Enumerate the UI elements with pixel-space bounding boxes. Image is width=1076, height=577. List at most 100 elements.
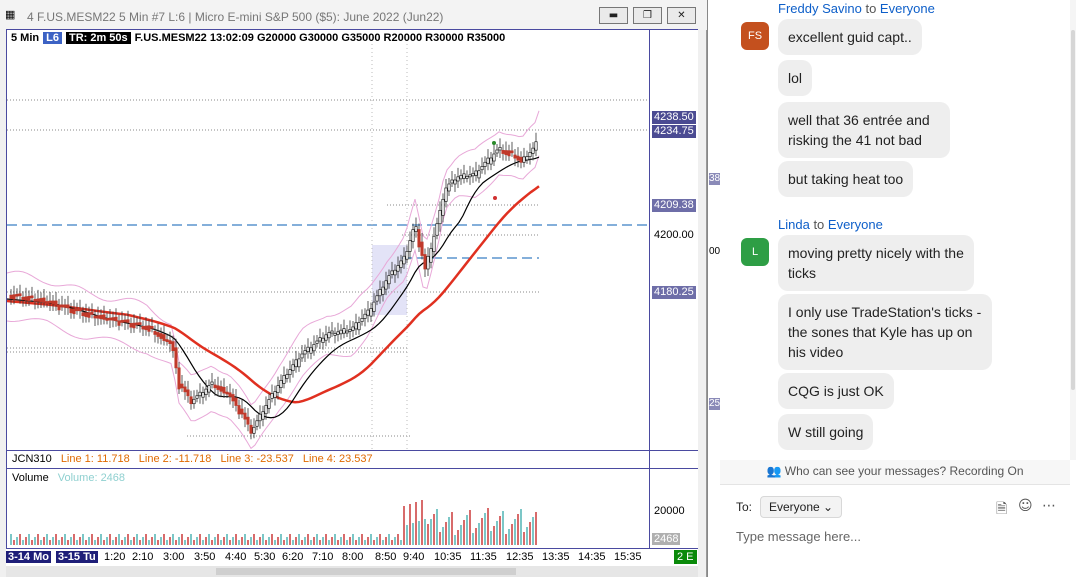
- horizontal-scrollbar[interactable]: [6, 566, 698, 577]
- message-bubble[interactable]: CQG is just OK: [778, 373, 894, 409]
- minimize-button[interactable]: ▬: [599, 7, 628, 24]
- candle: [354, 313, 358, 335]
- candle: [486, 149, 490, 171]
- candle: [360, 309, 364, 326]
- candle: [12, 285, 16, 305]
- message-bubble[interactable]: I only use TradeStation's ticks - the so…: [778, 294, 992, 370]
- chat-scrollbar[interactable]: [1070, 0, 1076, 460]
- candle: [429, 242, 433, 269]
- volume-legend: Volume Volume: 2468: [12, 472, 125, 484]
- volume-bar: [271, 534, 273, 545]
- volume-bar: [421, 500, 423, 545]
- price-chart-canvas[interactable]: [7, 30, 650, 451]
- time-tick: 15:35: [614, 551, 642, 563]
- candle: [18, 284, 22, 304]
- slow-moving-average: [7, 185, 540, 404]
- candle: [219, 380, 223, 398]
- message-bubble[interactable]: lol: [778, 60, 813, 96]
- recipient-dropdown[interactable]: Everyone ⌄: [760, 496, 843, 518]
- volume-bar: [43, 537, 45, 545]
- volume-panel[interactable]: Volume Volume: 2468: [6, 469, 650, 549]
- volume-bar: [253, 534, 255, 545]
- close-button[interactable]: ✕: [667, 7, 696, 24]
- volume-bar: [52, 537, 54, 545]
- candle: [75, 302, 79, 315]
- people-icon: 👥: [766, 464, 782, 478]
- candle: [441, 193, 445, 223]
- more-options-icon[interactable]: ⋯: [1042, 498, 1056, 514]
- sender-recipient[interactable]: Everyone: [827, 217, 883, 232]
- volume-bar: [277, 537, 279, 545]
- volume-bar: [196, 537, 198, 545]
- volume-bar: [85, 540, 87, 545]
- price-chart[interactable]: 5 Min L6 TR: 2m 50s F.US.MESM22 13:02:09…: [6, 29, 650, 451]
- time-tick: 13:35: [542, 551, 570, 563]
- volume-bar: [439, 532, 441, 545]
- message-bubble[interactable]: excellent guid capt..: [778, 19, 922, 55]
- sender-name[interactable]: Freddy Savino: [778, 1, 862, 16]
- volume-bar: [298, 534, 300, 545]
- candle: [510, 141, 514, 157]
- volume-bar: [148, 540, 150, 545]
- message-bubble[interactable]: but taking heat too: [778, 161, 914, 197]
- time-axis[interactable]: 3-14 Mo 3-15 Tu 1:20 2:10 3:00 3:50 4:40 5:30 6:…: [6, 549, 698, 566]
- candle: [120, 311, 124, 327]
- candle: [195, 389, 199, 403]
- volume-bar: [364, 540, 366, 545]
- candle: [438, 201, 442, 232]
- message-bubble[interactable]: W still going: [778, 414, 874, 450]
- volume-bar: [406, 525, 408, 545]
- volume-bar: [295, 537, 297, 545]
- time-tick: 4:40: [225, 551, 247, 563]
- chat-scrollbar-thumb[interactable]: [1071, 30, 1075, 390]
- status-badge: 2 E: [674, 550, 697, 564]
- candle: [531, 142, 535, 161]
- volume-bar: [349, 537, 351, 545]
- message-sender-line: Linda to Everyone: [778, 217, 883, 232]
- interval-label[interactable]: 5 Min: [11, 32, 40, 44]
- background-window-strip: 38 00 25: [707, 0, 721, 577]
- sender-recipient[interactable]: Everyone: [879, 1, 935, 16]
- candle: [45, 295, 49, 308]
- volume-bar: [523, 532, 525, 545]
- signal-marker: [493, 196, 497, 200]
- indicator-panel[interactable]: JCN310 Line 1: 11.718 Line 2: -11.718 Li…: [6, 451, 650, 469]
- candle: [81, 306, 85, 323]
- volume-bar: [154, 534, 156, 545]
- emoji-icon[interactable]: ☺: [1018, 498, 1033, 514]
- candle: [453, 174, 457, 192]
- time-tick: 3:50: [194, 551, 216, 563]
- volume-bar: [397, 534, 399, 545]
- volume-bar: [280, 534, 282, 545]
- candle: [105, 312, 109, 325]
- message-bubble[interactable]: moving pretty nicely with the ticks: [778, 235, 974, 291]
- time-tick: 6:20: [282, 551, 304, 563]
- visibility-notice[interactable]: 👥 Who can see your messages? Recording O…: [720, 460, 1070, 484]
- volume-bar: [199, 534, 201, 545]
- sender-name[interactable]: Linda: [778, 217, 810, 232]
- indicator-line1: Line 1: 11.718: [60, 453, 130, 465]
- window-titlebar[interactable]: ▦ 4 F.US.MESM22 5 Min #7 L:6 | Micro E-m…: [0, 0, 707, 30]
- volume-bar: [238, 540, 240, 545]
- scrollbar-thumb[interactable]: [216, 568, 516, 575]
- volume-last-label: 2468: [652, 533, 681, 545]
- volume-bar: [445, 522, 447, 545]
- message-input[interactable]: [736, 526, 1056, 546]
- candle: [309, 341, 313, 360]
- volume-bar: [10, 534, 12, 545]
- volume-bar: [139, 540, 141, 545]
- volume-bar: [355, 540, 357, 545]
- strip-label: 00: [709, 246, 721, 257]
- restore-button[interactable]: ❒: [633, 7, 662, 24]
- price-axis[interactable]: 4238.50 4234.75 4209.38 4200.00 4180.25: [650, 29, 698, 451]
- candle: [291, 358, 295, 378]
- volume-bar: [79, 537, 81, 545]
- candle: [126, 310, 130, 330]
- sender-to: to: [813, 217, 825, 232]
- volume-bar: [187, 537, 189, 545]
- candle: [111, 311, 115, 328]
- file-icon[interactable]: 🗎: [996, 501, 1008, 517]
- volume-bar: [265, 540, 267, 545]
- volume-bar: [229, 540, 231, 545]
- message-bubble[interactable]: well that 36 entrée and risking the 41 n…: [778, 102, 950, 158]
